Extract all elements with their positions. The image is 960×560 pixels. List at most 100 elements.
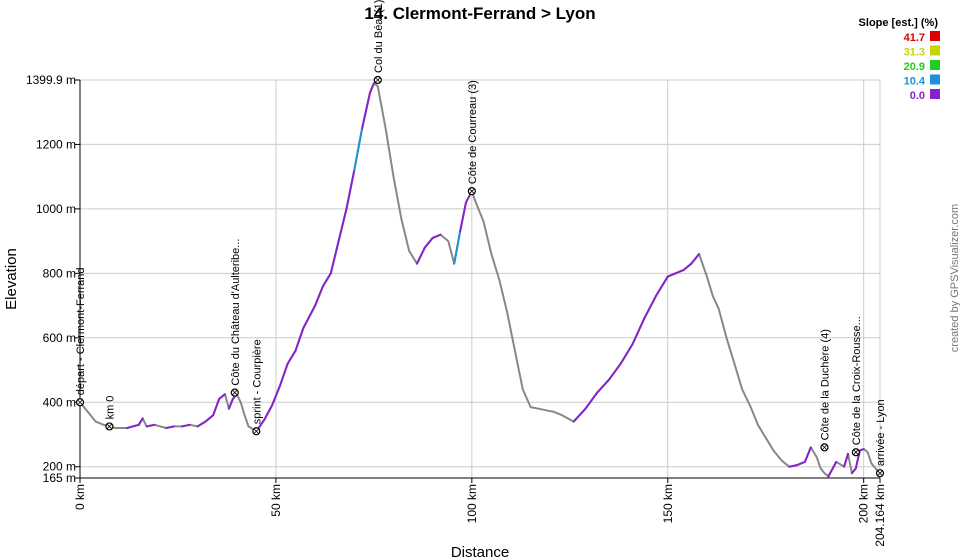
climb-segment	[271, 385, 281, 407]
climb-segment	[655, 275, 669, 297]
elevation-series	[79, 82, 881, 478]
x-tick-label: 100 km	[465, 484, 479, 523]
waypoint-cross	[469, 188, 475, 194]
legend: Slope [est.] (%) 41.7 31.3 20.9 10.4 0.0	[859, 17, 940, 102]
climb-segment	[278, 362, 289, 388]
climb-segment	[145, 423, 156, 428]
chart-title: 14. Clermont-Ferrand > Lyon	[364, 4, 595, 23]
climb-segment	[314, 285, 324, 307]
climb-segment	[682, 262, 693, 272]
y-tick-label: 600 m	[43, 331, 76, 345]
climb-segment	[263, 404, 274, 421]
waypoint-markers: départ - Clermont-Ferrand km 0 Côte du Châ…	[75, 0, 887, 478]
climb-segment	[827, 460, 838, 478]
waypoint-label: sprint - Courpière	[251, 339, 263, 424]
climb-segment	[843, 452, 850, 468]
legend-swatch	[930, 74, 940, 85]
climb-segment	[126, 423, 140, 430]
legend-title: Slope [est.] (%)	[859, 17, 939, 29]
climb-segment	[584, 391, 599, 410]
climb-segment	[294, 327, 305, 352]
climb-segment	[850, 467, 857, 475]
y-tick-label: 800 m	[43, 266, 76, 280]
climb-segment	[431, 233, 442, 239]
climb-segment	[321, 272, 332, 288]
waypoint-cross	[375, 77, 381, 83]
legend-swatch	[930, 45, 940, 56]
waypoint-label: Côte du Château d'Aulteribe...	[230, 239, 242, 386]
climb-segment	[690, 253, 701, 265]
climb-segment	[165, 425, 176, 430]
climb-segment	[803, 446, 812, 463]
climb-segment	[631, 317, 646, 346]
x-tick-label: 50 km	[269, 484, 283, 517]
climb-segment	[227, 398, 234, 410]
climb-segment	[596, 378, 610, 394]
climb-segment	[204, 414, 215, 423]
waypoint-label: Côte de Courreau (3)	[467, 80, 479, 184]
y-tick-label: 1000 m	[36, 202, 76, 216]
climb-segment	[302, 304, 317, 330]
legend-label: 31.3	[904, 47, 925, 59]
climb-segment	[459, 201, 467, 233]
y-tick-label: 1399.9 m	[26, 73, 76, 87]
climb-segment	[858, 447, 865, 452]
climb-segment	[345, 169, 356, 210]
legend-label: 0.0	[910, 90, 925, 102]
grid-lines	[75, 79, 881, 483]
climb-segment	[361, 91, 371, 130]
y-tick-label: 400 m	[43, 395, 76, 409]
waypoint-label: km 0	[104, 396, 116, 420]
waypoint-label: arrivée - Lyon	[875, 399, 887, 466]
climb-segment	[572, 407, 587, 423]
climb-segment	[453, 230, 462, 265]
waypoint-cross	[253, 428, 260, 435]
climb-segment	[423, 236, 434, 249]
waypoint-label: Côte de la Duchère (4)	[819, 329, 831, 440]
credit-text: created by GPSVisualizer.com	[949, 204, 960, 352]
waypoint-label: départ - Clermont-Ferrand	[75, 267, 87, 395]
x-tick-label: 204.164 km	[873, 484, 887, 547]
waypoint-cross	[77, 399, 83, 406]
y-tick-label: 1200 m	[36, 137, 76, 151]
climb-segment	[415, 246, 426, 265]
climb-segment	[796, 460, 806, 467]
climb-segment	[218, 393, 226, 401]
legend-label: 10.4	[904, 76, 926, 88]
legend-label: 41.7	[904, 32, 925, 44]
waypoint-cross	[877, 470, 883, 476]
climb-segment	[619, 343, 634, 365]
climb-segment	[607, 362, 622, 381]
y-tick-label: 200 m	[43, 460, 76, 474]
legend-swatch	[930, 31, 940, 41]
y-axis-label: Elevation	[3, 248, 20, 310]
x-tick-label: 0 km	[73, 484, 87, 510]
y-tick-label: 165 m	[43, 471, 76, 485]
legend-label: 20.9	[904, 61, 925, 73]
climb-segment	[368, 82, 375, 94]
x-tick-label: 200 km	[857, 484, 871, 523]
legend-swatch	[930, 89, 940, 99]
waypoint-label: Col du Béal (1)	[373, 0, 385, 73]
waypoint-cross	[853, 449, 859, 455]
climb-segment	[196, 420, 207, 428]
waypoint-cross	[821, 444, 828, 451]
climb-segment	[337, 207, 348, 243]
x-tick-labels: 0 km 50 km 100 km 150 km 200 km 204.164 km	[73, 484, 887, 547]
waypoint-label: Côte de la Croix-Rousse...	[851, 316, 863, 445]
waypoint-cross	[106, 423, 113, 430]
climb-segment	[643, 294, 658, 320]
climb-segment	[353, 127, 364, 172]
climb-segment	[329, 240, 340, 275]
climb-segment	[788, 464, 799, 468]
climb-segment	[212, 398, 221, 417]
climb-segment	[674, 269, 685, 275]
climb-segment	[666, 272, 677, 278]
climb-segment	[180, 423, 191, 428]
climb-segment	[286, 349, 297, 365]
x-tick-label: 150 km	[661, 484, 675, 523]
x-axis-label: Distance	[451, 544, 509, 560]
waypoint-cross	[231, 389, 238, 396]
